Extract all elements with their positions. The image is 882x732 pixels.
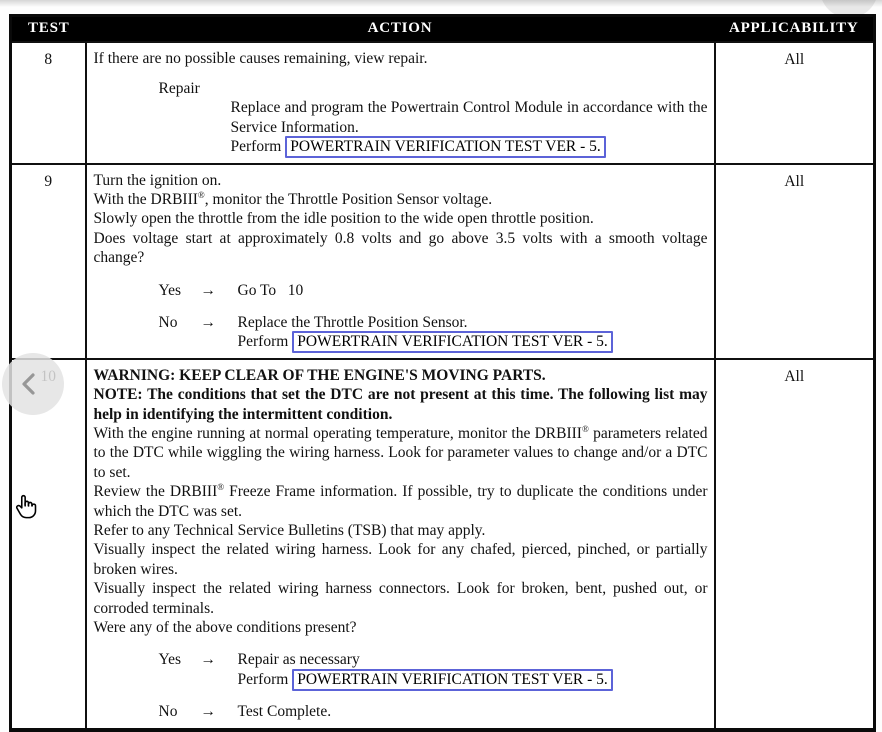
branch-label: Yes <box>158 651 182 669</box>
applicability-cell: All <box>713 40 876 165</box>
action-paragraph: Refer to any Technical Service Bulletins… <box>94 521 708 540</box>
registered-mark-icon: ® <box>217 482 225 493</box>
table-row: 8 If there are no possible causes remaini… <box>9 40 876 165</box>
text-span: WARNING: KEEP CLEAR OF THE ENGINE'S MOVI… <box>93 366 546 384</box>
action-paragraph: With the engine running at normal operat… <box>94 424 708 482</box>
action-paragraph: Visually inspect the related wiring harn… <box>94 579 708 618</box>
branch-line: Replace the Throttle Position Sensor. <box>238 313 708 332</box>
text-span: Does voltage start at approximately 0.8 … <box>93 229 712 267</box>
action-paragraph: If there are no possible causes remainin… <box>94 49 708 68</box>
branch-no: No → Replace the Throttle Position Sensor.… <box>94 313 708 354</box>
column-header-test: TEST <box>27 20 70 37</box>
action-paragraph: WARNING: KEEP CLEAR OF THE ENGINE'S MOVI… <box>94 366 708 385</box>
text-span: NOTE: The conditions that set the DTC ar… <box>93 386 712 423</box>
text-span: Repair as necessary <box>237 651 360 669</box>
action-paragraph: NOTE: The conditions that set the DTC ar… <box>94 385 708 424</box>
back-nav-button[interactable] <box>2 353 64 415</box>
text-span: Were any of the above conditions present… <box>93 619 357 637</box>
test-number-cell: 8 <box>9 40 87 165</box>
action-paragraph: Repair <box>159 79 708 98</box>
branch-lines: Test Complete. <box>238 702 708 721</box>
text-span: Review the DRBIII® Freeze Frame informat… <box>93 482 712 520</box>
arrow-right-icon: → <box>200 313 217 331</box>
text-span: Refer to any Technical Service Bulletins… <box>93 522 486 540</box>
applicability-cell: All <box>713 162 876 360</box>
action-paragraph: Does voltage start at approximately 0.8 … <box>94 229 708 268</box>
action-paragraph: Turn the ignition on. <box>94 171 708 190</box>
text-span: Replace the Throttle Position Sensor. <box>237 313 468 331</box>
action-paragraph: Perform POWERTRAIN VERIFICATION TEST VER … <box>230 136 708 159</box>
powertrain-verification-test-link[interactable]: POWERTRAIN VERIFICATION TEST VER - 5. <box>292 331 613 354</box>
action-paragraph: With the DRBIII®, monitor the Throttle P… <box>94 190 708 209</box>
text-span: Turn the ignition on. <box>93 171 222 189</box>
branch-no: No → Test Complete. <box>94 702 708 721</box>
text-span: Slowly open the throttle from the idle p… <box>93 210 594 228</box>
branch-line: Repair as necessary <box>238 650 708 669</box>
table-row: 10 WARNING: KEEP CLEAR OF THE ENGINE'S MO… <box>9 357 876 731</box>
circle-button-top-right[interactable] <box>820 0 878 18</box>
scan-edge-shadow <box>0 0 882 7</box>
branch-label: No <box>158 703 178 721</box>
text-span: Perform <box>230 138 282 156</box>
test-number-cell: 9 <box>9 162 87 360</box>
branch-lines: Repair as necessary Perform POWERTRAIN VER… <box>237 650 708 691</box>
branch-yes: Yes → Go To 10 <box>94 281 708 300</box>
branch-line: Go To 10 <box>238 281 708 300</box>
action-cell: If there are no possible causes remainin… <box>84 40 716 165</box>
action-paragraph: Review the DRBIII® Freeze Frame informat… <box>94 482 708 521</box>
text-span: Replace and program the Powertrain Contr… <box>230 99 712 136</box>
action-paragraph: Replace and program the Powertrain Contr… <box>231 98 708 137</box>
branch-lines: Go To 10 <box>238 281 708 300</box>
branch-yes: Yes → Repair as necessary Perform POWERTRAIN… <box>94 650 708 691</box>
text-span: Test Complete. <box>237 703 332 721</box>
branch-label: No <box>158 313 178 331</box>
powertrain-verification-test-link[interactable]: POWERTRAIN VERIFICATION TEST VER - 5. <box>285 136 606 159</box>
action-paragraph: Were any of the above conditions present… <box>94 618 708 637</box>
action-cell: WARNING: KEEP CLEAR OF THE ENGINE'S MOVI… <box>84 357 716 731</box>
branch-label: Yes <box>158 281 182 299</box>
branch-lines: Replace the Throttle Position Sensor. Per… <box>237 313 708 354</box>
branch-line: Perform POWERTRAIN VERIFICATION TEST VER … <box>237 331 708 354</box>
arrow-right-icon: → <box>200 703 217 721</box>
table-row: 9 Turn the ignition on. With the DRBIII®, … <box>9 162 876 360</box>
arrow-right-icon: → <box>200 281 217 299</box>
column-header-applicability: APPLICABILITY <box>728 20 859 37</box>
diagnostic-test-table: TEST ACTION APPLICABILITY 8 If there are … <box>9 14 876 732</box>
powertrain-verification-test-link[interactable]: POWERTRAIN VERIFICATION TEST VER - 5. <box>292 668 613 691</box>
text-span: With the DRBIII®, monitor the Throttle P… <box>93 189 493 208</box>
arrow-right-icon: → <box>200 651 217 669</box>
action-paragraph: Visually inspect the related wiring harn… <box>94 540 708 579</box>
table-header: TEST ACTION APPLICABILITY <box>10 15 875 42</box>
action-cell: Turn the ignition on. With the DRBIII®, m… <box>84 162 716 360</box>
text-span: Perform <box>237 670 289 688</box>
text-span: Visually inspect the related wiring harn… <box>93 541 712 578</box>
text-span: Repair <box>158 79 200 97</box>
applicability-cell: All <box>713 357 876 731</box>
text-span: With the engine running at normal operat… <box>93 423 712 481</box>
branch-line: Perform POWERTRAIN VERIFICATION TEST VER … <box>237 668 708 691</box>
action-paragraph: Slowly open the throttle from the idle p… <box>94 209 708 228</box>
test-number-cell: 10 <box>9 357 87 731</box>
text-span: Perform <box>237 333 289 351</box>
registered-mark-icon: ® <box>197 189 205 200</box>
registered-mark-icon: ® <box>581 423 589 434</box>
chevron-left-icon <box>21 373 35 395</box>
text-span: Visually inspect the related wiring harn… <box>93 580 712 617</box>
text-span: If there are no possible causes remainin… <box>93 49 428 67</box>
test-table-body: 8 If there are no possible causes remaini… <box>9 40 876 731</box>
text-span: Go To 10 <box>237 281 304 299</box>
column-header-action: ACTION <box>367 20 433 37</box>
branch-line: Test Complete. <box>238 702 708 721</box>
